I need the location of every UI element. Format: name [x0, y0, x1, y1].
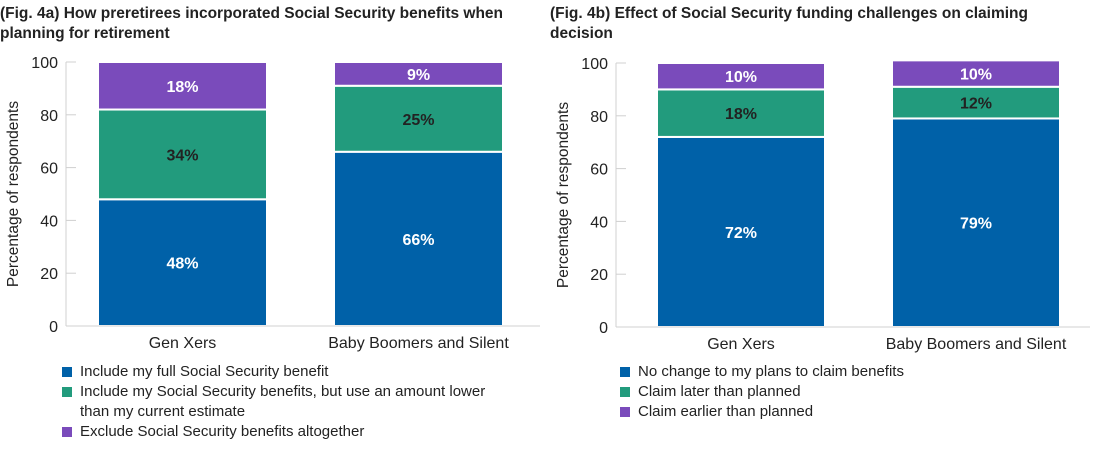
chart-4b-plot: 0 20 40 60 80 100 Percentage of respondents 72%…	[555, 56, 1090, 353]
legend-item: Include my Social Security benefits, but…	[62, 382, 502, 422]
data-label: 9%	[407, 67, 430, 84]
bar-segment	[333, 61, 504, 87]
x-tick-label: Baby Boomers and Silent	[886, 336, 1067, 353]
bar-segment	[891, 59, 1061, 88]
x-tick-label: Baby Boomers and Silent	[328, 335, 509, 352]
data-label: 72%	[725, 225, 757, 242]
legend-item: Claim later than planned	[620, 382, 1060, 402]
data-label: 79%	[960, 216, 992, 233]
y-tick-label: 0	[49, 319, 58, 336]
y-axis-label: Percentage of respondents	[5, 101, 22, 287]
bar-segment	[891, 117, 1061, 328]
y-axis-label: Percentage of respondents	[555, 102, 572, 288]
legend-label: Include my full Social Security benefit	[80, 363, 329, 380]
legend-item: Exclude Social Security benefits altoget…	[62, 422, 502, 442]
chart-4a-plot: 0 20 40 60 80 100 Percentage of respondents 48%…	[5, 55, 540, 352]
y-tick-label: 0	[599, 320, 608, 337]
y-tick-label: 80	[590, 109, 608, 126]
legend-item: Include my full Social Security benefit	[62, 362, 502, 382]
y-tick-label: 40	[40, 213, 58, 230]
legend-swatch	[62, 427, 72, 437]
chart-4b-legend: No change to my plans to claim benefits C…	[620, 362, 1060, 422]
bar-segment	[891, 85, 1061, 120]
bar-segment	[656, 62, 826, 91]
legend-swatch	[620, 367, 630, 377]
data-label: 18%	[725, 106, 757, 123]
y-tick-label: 60	[40, 161, 58, 178]
x-tick-label: Gen Xers	[707, 336, 775, 353]
bar-segment	[97, 61, 268, 111]
y-tick-label: 60	[590, 162, 608, 179]
chart-title: (Fig. 4b) Effect of Social Security fund…	[550, 5, 1028, 42]
y-tick-label: 100	[581, 56, 608, 73]
data-label: 48%	[166, 256, 198, 273]
chart-title: (Fig. 4a) How preretirees incorporated S…	[0, 5, 504, 42]
chart-4a-legend: Include my full Social Security benefit I…	[62, 362, 502, 442]
legend-label: Claim later than planned	[638, 383, 801, 400]
legend-item: Claim earlier than planned	[620, 402, 1060, 422]
legend-label: Exclude Social Security benefits altoget…	[80, 423, 365, 440]
data-label: 12%	[960, 96, 992, 113]
bar-segment	[656, 88, 826, 138]
legend-label: Claim earlier than planned	[638, 403, 814, 420]
y-tick-label: 100	[31, 55, 58, 72]
data-label: 25%	[402, 112, 434, 129]
y-tick-label: 20	[40, 266, 58, 283]
data-label: 34%	[166, 147, 198, 164]
data-label: 10%	[960, 67, 992, 84]
legend-label: Include my Social Security benefits, but…	[80, 383, 486, 420]
x-tick-label: Gen Xers	[149, 335, 217, 352]
legend-item: No change to my plans to claim benefits	[620, 362, 1060, 382]
data-label: 10%	[725, 69, 757, 86]
y-tick-label: 80	[40, 108, 58, 125]
legend-swatch	[620, 387, 630, 397]
legend-swatch	[62, 387, 72, 397]
legend-swatch	[620, 407, 630, 417]
data-label: 18%	[166, 79, 198, 96]
y-tick-label: 40	[590, 214, 608, 231]
legend-label: No change to my plans to claim benefits	[638, 363, 904, 380]
bar-segment	[333, 84, 504, 153]
bar-segment	[333, 150, 504, 327]
data-label: 66%	[402, 232, 434, 249]
legend-swatch	[62, 367, 72, 377]
y-tick-label: 20	[590, 267, 608, 284]
